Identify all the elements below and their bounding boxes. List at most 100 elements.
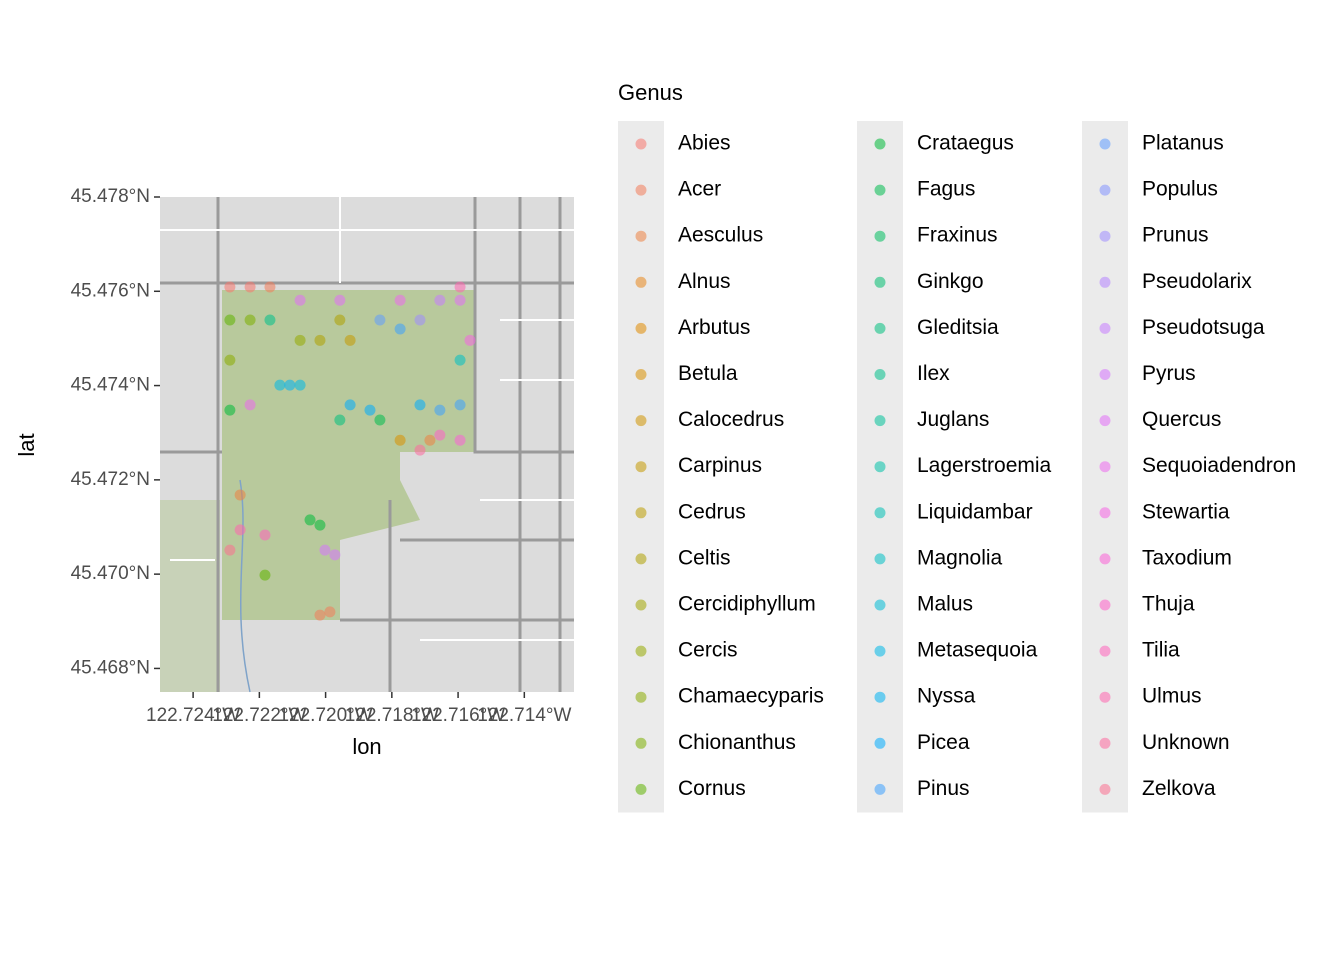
legend-key: [874, 322, 886, 334]
legend-label: Calocedrus: [678, 408, 784, 431]
legend-key: [874, 276, 886, 288]
point: [304, 514, 316, 526]
legend-label: Chamaecyparis: [678, 685, 824, 708]
legend-label: Cornus: [678, 777, 746, 800]
legend-key: [874, 553, 886, 565]
point: [234, 489, 246, 501]
legend-key: [1099, 737, 1111, 749]
legend-label: Stewartia: [1142, 500, 1230, 523]
point: [454, 434, 466, 446]
point: [334, 314, 346, 326]
legend-label: Pinus: [917, 777, 970, 800]
legend-label: Carpinus: [678, 454, 762, 477]
point: [424, 434, 436, 446]
point: [454, 281, 466, 293]
legend-key: [1099, 276, 1111, 288]
legend-key: [635, 553, 647, 565]
legend-label: Arbutus: [678, 316, 750, 339]
legend-key: [635, 691, 647, 703]
legend-key: [635, 369, 647, 380]
x-tick-label: 122.724°W: [146, 705, 240, 726]
point: [454, 354, 466, 366]
legend-label: Picea: [917, 731, 970, 754]
legend-key: [1099, 461, 1111, 473]
point: [294, 294, 306, 306]
legend-key: [1099, 599, 1111, 611]
legend-label: Celtis: [678, 546, 731, 569]
legend-key: [635, 737, 647, 749]
point: [324, 606, 336, 618]
legend-label: Fraxinus: [917, 224, 998, 247]
legend-label: Ginkgo: [917, 270, 984, 293]
point: [314, 609, 326, 621]
x-axis-label: lon: [352, 734, 381, 759]
legend-key: [635, 184, 647, 196]
legend-key: [1099, 138, 1111, 150]
x-tick-label: 122.722°W: [212, 705, 306, 726]
legend-key: [635, 461, 647, 473]
point: [329, 549, 341, 561]
point: [244, 314, 256, 326]
legend-label: Pseudolarix: [1142, 270, 1252, 293]
point: [224, 544, 236, 556]
y-tick-label: 45.468°N: [71, 657, 150, 678]
x-tick-label: 122.720°W: [278, 705, 372, 726]
legend-key: [874, 138, 886, 150]
point: [259, 569, 271, 581]
legend-label: Malus: [917, 593, 973, 616]
legend-key: [874, 230, 886, 242]
legend-label: Pseudotsuga: [1142, 316, 1265, 339]
y-axis-label: lat: [14, 433, 39, 456]
legend-label: Populus: [1142, 178, 1218, 201]
point: [374, 414, 386, 426]
legend-key: [1099, 230, 1111, 242]
point: [314, 519, 326, 531]
point: [374, 314, 386, 326]
legend-label: Abies: [678, 132, 731, 155]
legend-key: [1099, 184, 1111, 196]
legend-key: [635, 276, 647, 288]
point: [224, 314, 236, 326]
x-tick-label: 122.718°W: [345, 705, 439, 726]
legend-label: Quercus: [1142, 408, 1221, 431]
x-tick-label: 122.714°W: [477, 705, 571, 726]
legend-label: Aesculus: [678, 224, 763, 247]
y-tick-label: 45.470°N: [71, 563, 150, 584]
point: [434, 429, 446, 441]
legend-label: Prunus: [1142, 224, 1209, 247]
legend-label: Tilia: [1142, 639, 1180, 662]
legend-label: Nyssa: [917, 685, 976, 708]
legend-key: [874, 415, 886, 427]
point: [264, 314, 276, 326]
y-tick-label: 45.476°N: [71, 280, 150, 301]
point: [294, 334, 306, 346]
legend-key: [874, 737, 886, 749]
legend-key: [1099, 691, 1111, 703]
point: [334, 414, 346, 426]
point: [314, 334, 326, 346]
legend-key: [1099, 415, 1111, 427]
legend-key: [635, 783, 647, 795]
legend-key: [1099, 322, 1111, 334]
point: [364, 404, 376, 416]
legend-key: [635, 599, 647, 611]
legend-label: Crataegus: [917, 132, 1014, 155]
legend-key: [635, 415, 647, 427]
legend-key: [635, 507, 647, 519]
legend-label: Zelkova: [1142, 777, 1216, 800]
point: [344, 334, 356, 346]
y-tick-label: 45.478°N: [71, 186, 150, 207]
legend-label: Platanus: [1142, 132, 1224, 155]
legend-label: Magnolia: [917, 546, 1003, 569]
point: [394, 294, 406, 306]
point: [434, 294, 446, 306]
point: [259, 529, 271, 541]
legend-label: Ulmus: [1142, 685, 1202, 708]
point: [294, 379, 306, 391]
point: [414, 399, 426, 411]
legend-label: Cercis: [678, 639, 738, 662]
point: [284, 379, 296, 391]
legend-label: Metasequoia: [917, 639, 1038, 662]
point: [224, 354, 236, 366]
point: [244, 281, 256, 293]
